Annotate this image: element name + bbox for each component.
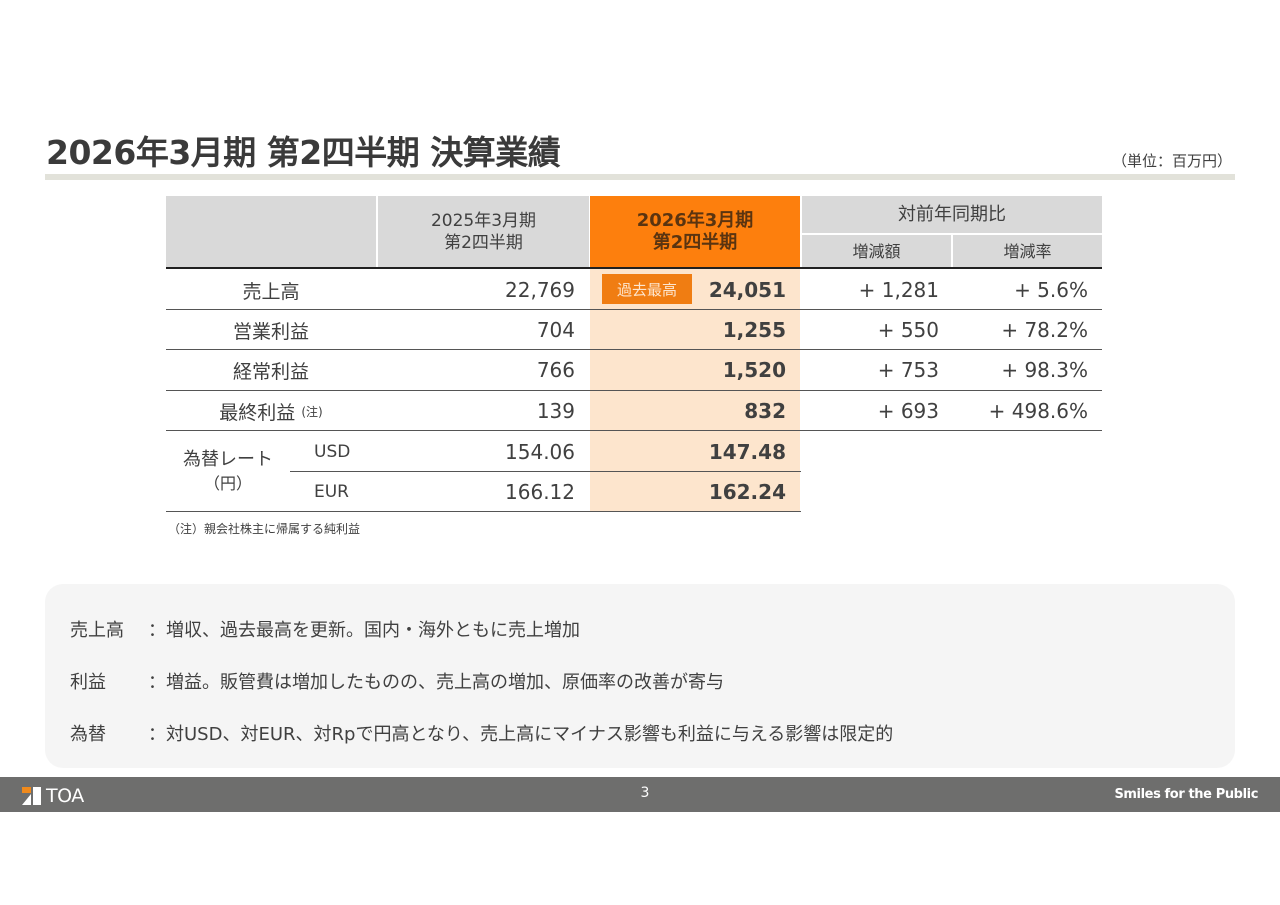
row-divider	[166, 511, 801, 512]
operating-profit-diff: + 550	[877, 318, 939, 342]
ordinary-profit-rate: + 98.3%	[1001, 358, 1088, 382]
sales-rate: + 5.6%	[1014, 278, 1088, 302]
summary-box: 売上高 ：増収、過去最高を更新。国内・海外ともに売上増加 利益 ：増益。販管費は…	[45, 584, 1235, 768]
operating-profit-prev: 704	[536, 318, 575, 342]
summary-item-profit: 利益 ：増益。販管費は増加したものの、売上高の増加、原価率の改善が寄与	[70, 668, 724, 694]
header-rate: 増減率	[953, 235, 1102, 268]
summary-key: 売上高	[70, 620, 124, 641]
net-profit-rate: + 498.6%	[988, 399, 1088, 423]
summary-key: 為替	[70, 724, 106, 745]
net-profit-label: 最終利益	[219, 401, 296, 424]
table-footnote: （注）親会社株主に帰属する純利益	[168, 522, 361, 536]
header-yoy: 対前年同期比	[802, 196, 1102, 233]
row-label-ordinary-profit: 経常利益	[232, 360, 309, 383]
operating-profit-rate: + 78.2%	[1001, 318, 1088, 342]
ordinary-profit-diff: + 753	[877, 358, 939, 382]
header-blank-cell	[166, 196, 376, 268]
fx-eur-curr: 162.24	[708, 480, 786, 504]
summary-value: ：増益。販管費は増加したものの、売上高の増加、原価率の改善が寄与	[148, 672, 724, 693]
header-divider	[166, 267, 1102, 269]
header-curr-period: 2026年3月期 第2四半期	[590, 196, 800, 268]
row-label-operating-profit: 営業利益	[232, 320, 309, 343]
header-diff: 増減額	[802, 235, 951, 268]
fx-currency-usd: USD	[314, 442, 351, 462]
company-logo: TOA	[22, 785, 84, 807]
row-label-sales: 売上高	[242, 280, 300, 303]
row-divider	[166, 349, 1102, 350]
sales-diff: + 1,281	[858, 278, 939, 302]
fx-rate-label-line2: （円）	[203, 474, 252, 493]
row-divider	[166, 430, 1102, 431]
ordinary-profit-curr: 1,520	[722, 358, 786, 382]
net-profit-note-mark: (注)	[301, 404, 323, 419]
fx-currency-eur: EUR	[314, 482, 349, 502]
summary-item-fx: 為替 ：対USD、対EUR、対Rpで円高となり、売上高にマイナス影響も利益に与え…	[70, 720, 893, 746]
fx-usd-curr: 147.48	[708, 440, 786, 464]
header-prev-line1: 2025年3月期	[430, 211, 537, 231]
record-high-badge: 過去最高	[602, 274, 692, 304]
fx-usd-prev: 154.06	[505, 440, 575, 464]
fx-rate-label-line1: 為替レート	[183, 449, 273, 470]
row-divider	[290, 471, 801, 472]
net-profit-diff: + 693	[877, 399, 939, 423]
header-curr-line2: 第2四半期	[652, 232, 738, 253]
footer-bar: TOA 3 Smiles for the Public	[0, 777, 1280, 812]
row-divider	[166, 390, 1102, 391]
summary-key: 利益	[70, 672, 106, 693]
summary-item-sales: 売上高 ：増収、過去最高を更新。国内・海外ともに売上増加	[70, 616, 580, 642]
logo-text: TOA	[46, 785, 84, 807]
header-prev-period: 2025年3月期 第2四半期	[378, 196, 589, 268]
ordinary-profit-prev: 766	[536, 358, 575, 382]
fx-rate-label: 為替レート （円）	[166, 432, 290, 512]
summary-value: ：対USD、対EUR、対Rpで円高となり、売上高にマイナス影響も利益に与える影響…	[148, 724, 894, 745]
header-curr-line1: 2026年3月期	[636, 210, 754, 231]
sales-curr: 24,051	[708, 278, 786, 302]
title-divider	[45, 174, 1235, 180]
header-prev-line2: 第2四半期	[444, 233, 523, 253]
page-number: 3	[640, 785, 650, 801]
net-profit-prev: 139	[536, 399, 575, 423]
row-divider	[166, 309, 1102, 310]
toa-logo-icon	[22, 787, 42, 805]
net-profit-curr: 832	[744, 399, 786, 423]
summary-value: ：増収、過去最高を更新。国内・海外ともに売上増加	[148, 620, 580, 641]
sales-prev: 22,769	[505, 278, 575, 302]
fx-eur-prev: 166.12	[505, 480, 575, 504]
row-label-net-profit: 最終利益 (注)	[166, 391, 376, 431]
operating-profit-curr: 1,255	[722, 318, 786, 342]
unit-label: （単位：百万円）	[1111, 152, 1232, 170]
page-title: 2026年3月期 第2四半期 決算業績	[46, 133, 561, 172]
tagline: Smiles for the Public	[1114, 787, 1258, 802]
